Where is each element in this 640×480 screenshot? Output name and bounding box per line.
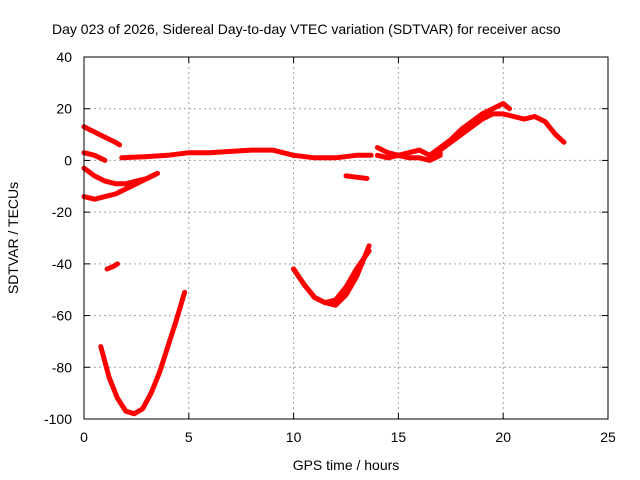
- series-arc-5: [104, 261, 120, 272]
- grid: [84, 57, 608, 419]
- y-tick-label: 0: [64, 152, 72, 168]
- x-tick-label: 0: [80, 429, 88, 445]
- x-tick-label: 20: [495, 429, 511, 445]
- series-arc-4: [81, 170, 160, 202]
- series-arc-14: [427, 111, 567, 161]
- series-arc-9: [291, 248, 372, 306]
- x-axis-label: GPS time / hours: [293, 457, 400, 473]
- y-tick-label: -60: [52, 308, 72, 324]
- y-tick-label: 20: [56, 101, 72, 117]
- y-axis-label: SDTVAR / TECUs: [5, 182, 21, 294]
- series-arc-12: [374, 152, 443, 163]
- series-arc-6: [98, 289, 188, 417]
- series-arc-10: [343, 173, 370, 181]
- y-tick-label: -20: [52, 204, 72, 220]
- series-arc-2: [81, 150, 108, 163]
- series-arc-1: [81, 124, 123, 148]
- y-tick-label: -80: [52, 359, 72, 375]
- series-arc-7: [119, 147, 374, 161]
- x-tick-label: 5: [185, 429, 193, 445]
- axis-ticks: 0 5 10 15 20 25 -100 -80 -60 -40 -20 0 20 40: [44, 49, 616, 445]
- x-tick-label: 15: [391, 429, 407, 445]
- data-series: [81, 101, 567, 417]
- series-arc-8: [291, 243, 372, 308]
- y-tick-label: -40: [52, 256, 72, 272]
- x-tick-label: 10: [286, 429, 302, 445]
- plot-frame: [83, 56, 609, 420]
- x-tick-label: 25: [600, 429, 616, 445]
- chart-title: Day 023 of 2026, Sidereal Day-to-day VTE…: [52, 21, 561, 37]
- y-tick-label: -100: [44, 411, 72, 427]
- y-tick-label: 40: [56, 49, 72, 65]
